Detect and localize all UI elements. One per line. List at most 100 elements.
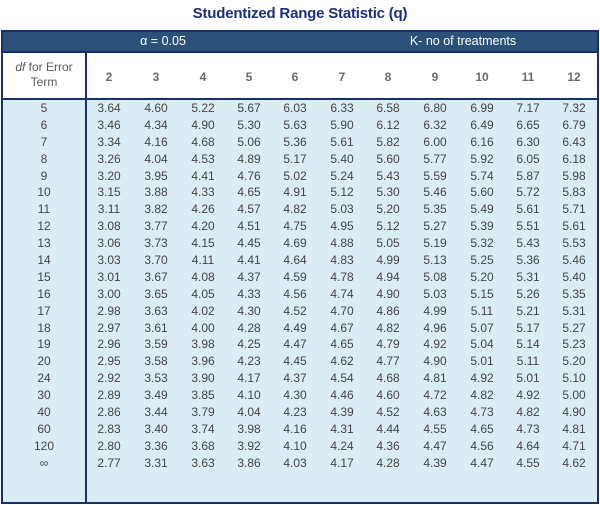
q-value-cell: 4.47 [470, 455, 494, 470]
df-label-rest: for Error Term [25, 60, 73, 89]
q-value-cell: 4.76 [237, 168, 261, 183]
q-value-cell: 5.49 [470, 202, 494, 217]
alpha-label: α = 0.05 [140, 34, 186, 48]
q-value-cell: 3.34 [97, 134, 121, 149]
q-value-cell: 2.95 [97, 354, 121, 369]
q-value-cell: 4.44 [376, 421, 400, 436]
q-value-cell: 4.88 [330, 236, 354, 251]
q-value-cell: 4.96 [423, 320, 447, 335]
df-cell: 8 [40, 151, 48, 166]
q-value-cell: 4.08 [191, 269, 215, 284]
q-value-cell: 3.61 [144, 320, 168, 335]
q-value-cell: 5.01 [470, 354, 494, 369]
q-value-cell: 2.89 [97, 388, 121, 403]
q-value-cell: 6.18 [562, 151, 586, 166]
table-row: 12 3.08 3.77 4.20 4.51 4.75 4.95 5.12 5.27 5.39 5.… [3, 218, 597, 235]
q-value-cell: 7.32 [562, 101, 586, 115]
q-value-cell: 5.83 [562, 185, 586, 200]
q-value-cell: 4.92 [470, 371, 494, 386]
q-value-cell: 4.47 [283, 337, 307, 352]
studentized-range-table: α = 0.05 K- no of treatments df for Erro… [1, 30, 599, 504]
q-value-cell: 5.15 [470, 286, 494, 301]
df-cell: 120 [33, 438, 55, 453]
q-value-cell: 4.17 [330, 455, 354, 470]
q-value-cell: 3.31 [144, 455, 168, 470]
q-value-cell: 3.49 [144, 388, 168, 403]
df-cell: 20 [37, 354, 51, 369]
q-value-cell: 4.59 [283, 269, 307, 284]
table-row: 10 3.15 3.88 4.33 4.65 4.91 5.12 5.30 5.46 5.60 5.… [3, 184, 597, 201]
table-row: 18 2.97 3.61 4.00 4.28 4.49 4.67 4.82 4.96 5.07 5.… [3, 320, 597, 337]
q-value-cell: 4.81 [562, 421, 586, 436]
q-value-cell: 4.94 [376, 269, 400, 284]
q-value-cell: 5.40 [330, 151, 354, 166]
table-row: 24 2.92 3.53 3.90 4.17 4.37 4.54 4.68 4.81 4.92 5.… [3, 370, 597, 387]
q-value-cell: 4.71 [562, 438, 586, 453]
table-row: 13 3.06 3.73 4.15 4.45 4.69 4.88 5.05 5.19 5.32 5.… [3, 235, 597, 252]
q-value-cell: 7.17 [516, 101, 540, 115]
q-value-cell: 5.17 [283, 151, 307, 166]
q-value-cell: 6.16 [470, 134, 494, 149]
q-value-cell: 3.40 [144, 421, 168, 436]
table-top-header: α = 0.05 K- no of treatments [3, 32, 597, 51]
q-value-cell: 4.52 [283, 303, 307, 318]
q-value-cell: 5.27 [562, 320, 586, 335]
df-cell: 18 [37, 320, 51, 335]
q-value-cell: 5.03 [330, 202, 354, 217]
q-value-cell: 5.23 [562, 337, 586, 352]
q-value-cell: 4.23 [237, 354, 261, 369]
q-value-cell: 3.68 [191, 438, 215, 453]
q-value-cell: 4.99 [376, 253, 400, 268]
q-value-cell: 3.11 [97, 202, 121, 217]
q-value-cell: 4.82 [376, 320, 400, 335]
q-value-cell: 4.45 [237, 236, 261, 251]
q-value-cell: 5.12 [376, 219, 400, 234]
column-header-row: df for Error Term 2 3 4 5 6 7 8 9 10 11 12 [3, 51, 597, 100]
column-header-k: 10 [475, 70, 489, 84]
df-cell: 7 [40, 134, 48, 149]
table-row: 120 2.80 3.36 3.68 3.92 4.10 4.24 4.36 4.47 4.56 4… [3, 438, 597, 455]
q-value-cell: 4.91 [283, 185, 307, 200]
q-value-cell: 2.86 [97, 405, 121, 420]
q-value-cell: 4.63 [423, 405, 447, 420]
q-value-cell: 5.90 [330, 117, 354, 132]
q-value-cell: 5.14 [516, 337, 540, 352]
q-value-cell: 4.56 [470, 438, 494, 453]
q-value-cell: 5.01 [516, 371, 540, 386]
table-row: 17 2.98 3.63 4.02 4.30 4.52 4.70 4.86 4.99 5.11 5.… [3, 303, 597, 320]
q-value-cell: 3.67 [144, 269, 168, 284]
q-value-cell: 3.88 [144, 185, 168, 200]
q-value-cell: 6.43 [562, 134, 586, 149]
q-value-cell: 4.64 [516, 438, 540, 453]
column-header-k: 5 [245, 70, 253, 84]
q-value-cell: 3.01 [97, 269, 121, 284]
q-value-cell: 3.00 [97, 286, 121, 301]
q-value-cell: 4.47 [423, 438, 447, 453]
q-value-cell: 6.03 [283, 101, 307, 115]
q-value-cell: 5.26 [516, 286, 540, 301]
column-divider [85, 51, 87, 504]
df-cell: 24 [37, 371, 51, 386]
table-row: 15 3.01 3.67 4.08 4.37 4.59 4.78 4.94 5.08 5.20 5.… [3, 269, 597, 286]
df-cell: 9 [40, 168, 48, 183]
q-value-cell: 6.65 [516, 117, 540, 132]
q-value-cell: 4.75 [283, 219, 307, 234]
q-value-cell: 5.21 [516, 303, 540, 318]
column-header-k: 3 [152, 70, 160, 84]
q-value-cell: 4.81 [423, 371, 447, 386]
table-body: 5 3.64 4.60 5.22 5.67 6.03 6.33 6.58 6.80 6.99 7.1… [3, 100, 597, 472]
q-value-cell: 4.68 [191, 134, 215, 149]
q-value-cell: 4.20 [191, 219, 215, 234]
q-value-cell: 4.36 [376, 438, 400, 453]
q-value-cell: 4.64 [283, 253, 307, 268]
q-value-cell: 4.11 [191, 253, 215, 268]
q-value-cell: 5.25 [470, 253, 494, 268]
q-value-cell: 5.24 [330, 168, 354, 183]
q-value-cell: 3.77 [144, 219, 168, 234]
q-value-cell: 3.59 [144, 337, 168, 352]
q-value-cell: 6.49 [470, 117, 494, 132]
q-value-cell: 4.49 [283, 320, 307, 335]
q-value-cell: 3.82 [144, 202, 168, 217]
q-value-cell: 3.20 [97, 168, 121, 183]
q-value-cell: 2.92 [97, 371, 121, 386]
